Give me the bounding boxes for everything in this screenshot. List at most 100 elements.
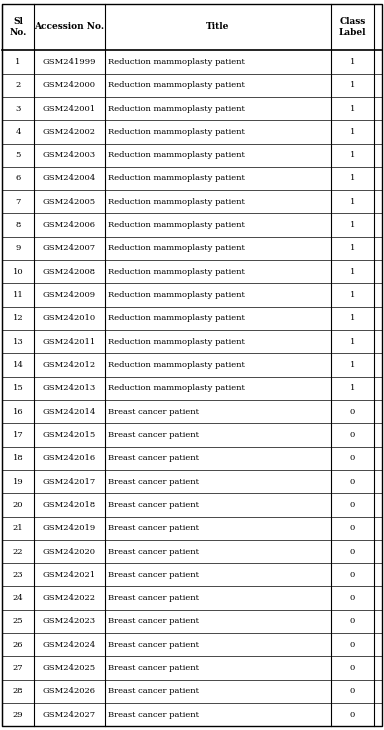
Text: 0: 0 <box>350 664 355 672</box>
Text: GSM242027: GSM242027 <box>43 711 96 719</box>
Text: GSM242012: GSM242012 <box>43 361 96 369</box>
Text: Breast cancer patient: Breast cancer patient <box>108 524 199 532</box>
Text: Title: Title <box>206 23 229 31</box>
Text: GSM242016: GSM242016 <box>43 454 96 462</box>
Text: 16: 16 <box>13 407 23 415</box>
Text: 1: 1 <box>350 291 355 299</box>
Text: 2: 2 <box>15 81 21 89</box>
Text: 1: 1 <box>350 384 355 392</box>
Text: GSM242004: GSM242004 <box>43 174 96 182</box>
Text: 0: 0 <box>350 571 355 579</box>
Text: GSM242024: GSM242024 <box>43 641 96 649</box>
Text: Breast cancer patient: Breast cancer patient <box>108 501 199 509</box>
Text: 0: 0 <box>350 641 355 649</box>
Text: Breast cancer patient: Breast cancer patient <box>108 548 199 556</box>
Text: Breast cancer patient: Breast cancer patient <box>108 618 199 626</box>
Text: 17: 17 <box>13 431 23 439</box>
Text: GSM242023: GSM242023 <box>43 618 96 626</box>
Text: Breast cancer patient: Breast cancer patient <box>108 664 199 672</box>
Text: Reduction mammoplasty patient: Reduction mammoplasty patient <box>108 151 245 159</box>
Text: Breast cancer patient: Breast cancer patient <box>108 641 199 649</box>
Text: GSM242007: GSM242007 <box>43 245 96 253</box>
Text: Reduction mammoplasty patient: Reduction mammoplasty patient <box>108 104 245 112</box>
Text: 26: 26 <box>13 641 23 649</box>
Text: Reduction mammoplasty patient: Reduction mammoplasty patient <box>108 384 245 392</box>
Text: 1: 1 <box>350 268 355 276</box>
Text: Breast cancer patient: Breast cancer patient <box>108 711 199 719</box>
Text: 7: 7 <box>15 198 21 206</box>
Text: GSM242022: GSM242022 <box>43 594 96 602</box>
Text: Sl
No.: Sl No. <box>9 18 27 36</box>
Text: GSM242002: GSM242002 <box>43 128 96 136</box>
Text: 5: 5 <box>15 151 21 159</box>
Text: GSM242014: GSM242014 <box>43 407 96 415</box>
Text: GSM242025: GSM242025 <box>43 664 96 672</box>
Text: 0: 0 <box>350 711 355 719</box>
Text: Reduction mammoplasty patient: Reduction mammoplasty patient <box>108 268 245 276</box>
Text: Accession No.: Accession No. <box>34 23 104 31</box>
Text: 3: 3 <box>15 104 21 112</box>
Text: 0: 0 <box>350 524 355 532</box>
Text: Breast cancer patient: Breast cancer patient <box>108 431 199 439</box>
Text: Reduction mammoplasty patient: Reduction mammoplasty patient <box>108 315 245 323</box>
Text: GSM242005: GSM242005 <box>43 198 96 206</box>
Text: 1: 1 <box>350 315 355 323</box>
Text: Reduction mammoplasty patient: Reduction mammoplasty patient <box>108 81 245 89</box>
Text: Reduction mammoplasty patient: Reduction mammoplasty patient <box>108 245 245 253</box>
Text: 0: 0 <box>350 548 355 556</box>
Text: Reduction mammoplasty patient: Reduction mammoplasty patient <box>108 174 245 182</box>
Text: Reduction mammoplasty patient: Reduction mammoplasty patient <box>108 338 245 346</box>
Text: 1: 1 <box>350 128 355 136</box>
Text: GSM242015: GSM242015 <box>43 431 96 439</box>
Text: Reduction mammoplasty patient: Reduction mammoplasty patient <box>108 291 245 299</box>
Text: GSM242017: GSM242017 <box>43 477 96 485</box>
Text: GSM242009: GSM242009 <box>43 291 96 299</box>
Text: 1: 1 <box>350 221 355 229</box>
Text: Reduction mammoplasty patient: Reduction mammoplasty patient <box>108 198 245 206</box>
Text: 1: 1 <box>350 81 355 89</box>
Text: GSM242008: GSM242008 <box>43 268 96 276</box>
Text: Breast cancer patient: Breast cancer patient <box>108 454 199 462</box>
Text: Breast cancer patient: Breast cancer patient <box>108 688 199 696</box>
Text: GSM241999: GSM241999 <box>43 58 96 66</box>
Text: 29: 29 <box>13 711 23 719</box>
Text: GSM242006: GSM242006 <box>43 221 96 229</box>
Text: GSM242019: GSM242019 <box>43 524 96 532</box>
Text: GSM242018: GSM242018 <box>43 501 96 509</box>
Text: 24: 24 <box>13 594 23 602</box>
Text: 0: 0 <box>350 454 355 462</box>
Text: 13: 13 <box>13 338 23 346</box>
Text: 21: 21 <box>13 524 23 532</box>
Text: 1: 1 <box>350 361 355 369</box>
Text: Reduction mammoplasty patient: Reduction mammoplasty patient <box>108 361 245 369</box>
Text: 10: 10 <box>13 268 23 276</box>
Text: GSM242020: GSM242020 <box>43 548 96 556</box>
Text: 27: 27 <box>13 664 23 672</box>
Text: GSM242011: GSM242011 <box>43 338 96 346</box>
Text: 0: 0 <box>350 594 355 602</box>
Text: 0: 0 <box>350 688 355 696</box>
Text: 12: 12 <box>13 315 23 323</box>
Text: 8: 8 <box>15 221 21 229</box>
Text: GSM242003: GSM242003 <box>43 151 96 159</box>
Text: 22: 22 <box>13 548 23 556</box>
Text: 4: 4 <box>15 128 21 136</box>
Text: Breast cancer patient: Breast cancer patient <box>108 594 199 602</box>
Text: 1: 1 <box>350 151 355 159</box>
Text: GSM242010: GSM242010 <box>43 315 96 323</box>
Text: 1: 1 <box>350 245 355 253</box>
Text: 25: 25 <box>13 618 23 626</box>
Text: 1: 1 <box>350 174 355 182</box>
Text: 0: 0 <box>350 501 355 509</box>
Text: GSM242001: GSM242001 <box>43 104 96 112</box>
Text: Class
Label: Class Label <box>339 18 366 36</box>
Text: 19: 19 <box>13 477 23 485</box>
Text: 9: 9 <box>15 245 21 253</box>
Text: 28: 28 <box>13 688 23 696</box>
Text: GSM242013: GSM242013 <box>43 384 96 392</box>
Text: Breast cancer patient: Breast cancer patient <box>108 571 199 579</box>
Text: 0: 0 <box>350 407 355 415</box>
Text: 0: 0 <box>350 618 355 626</box>
Text: Breast cancer patient: Breast cancer patient <box>108 477 199 485</box>
Text: Reduction mammoplasty patient: Reduction mammoplasty patient <box>108 58 245 66</box>
